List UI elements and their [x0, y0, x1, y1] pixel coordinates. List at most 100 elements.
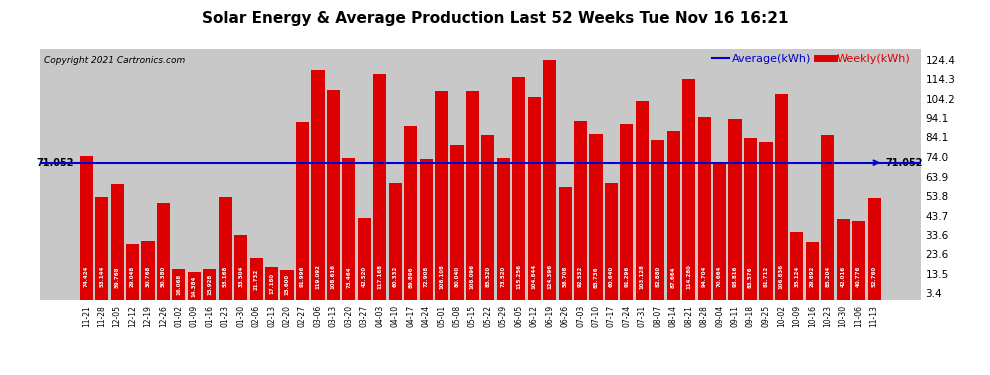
Bar — [234, 235, 248, 300]
Text: 85.204: 85.204 — [826, 266, 831, 287]
Bar — [188, 272, 201, 300]
Text: 60.332: 60.332 — [393, 266, 398, 287]
Text: 108.108: 108.108 — [439, 264, 445, 289]
Text: 85.520: 85.520 — [485, 266, 490, 287]
Text: 91.996: 91.996 — [300, 266, 305, 288]
Bar — [142, 240, 154, 300]
Text: 60.640: 60.640 — [609, 266, 614, 287]
Text: 71.052: 71.052 — [885, 158, 923, 168]
Text: 114.280: 114.280 — [686, 264, 691, 289]
Bar — [544, 60, 556, 300]
Bar — [219, 197, 232, 300]
Text: 83.576: 83.576 — [748, 266, 753, 288]
Text: 82.880: 82.880 — [655, 266, 660, 287]
Bar — [775, 93, 788, 300]
Bar — [265, 267, 278, 300]
Bar — [852, 221, 865, 300]
Text: 103.128: 103.128 — [640, 264, 644, 289]
Bar — [621, 123, 634, 300]
Text: 115.256: 115.256 — [516, 264, 522, 289]
Text: 29.892: 29.892 — [810, 266, 815, 287]
Bar — [450, 145, 463, 300]
Bar — [528, 98, 541, 300]
Bar — [821, 135, 835, 300]
Text: 108.616: 108.616 — [331, 264, 336, 289]
Text: 74.424: 74.424 — [84, 266, 89, 288]
Bar — [574, 121, 587, 300]
Bar — [296, 122, 309, 300]
Text: 30.768: 30.768 — [146, 266, 150, 288]
Text: 40.776: 40.776 — [856, 266, 861, 288]
Text: 15.928: 15.928 — [207, 274, 212, 295]
Text: 71.052: 71.052 — [37, 158, 74, 168]
Text: Copyright 2021 Cartronics.com: Copyright 2021 Cartronics.com — [44, 56, 185, 65]
Text: 81.712: 81.712 — [763, 266, 768, 287]
Bar — [512, 77, 526, 300]
Text: 14.384: 14.384 — [192, 275, 197, 297]
Bar — [280, 270, 294, 300]
Text: 73.464: 73.464 — [346, 266, 351, 288]
Bar — [589, 134, 603, 300]
Bar — [203, 269, 217, 300]
Bar — [172, 269, 185, 300]
Text: 15.600: 15.600 — [284, 274, 289, 296]
Text: 124.396: 124.396 — [547, 264, 552, 290]
Bar — [729, 118, 742, 300]
Text: 92.532: 92.532 — [578, 266, 583, 287]
Text: 106.836: 106.836 — [779, 264, 784, 290]
Bar — [312, 70, 325, 300]
Bar — [605, 183, 618, 300]
Bar — [126, 244, 140, 300]
Text: 104.844: 104.844 — [532, 264, 537, 290]
Bar — [636, 100, 648, 300]
Text: 17.180: 17.180 — [269, 273, 274, 294]
Bar — [404, 126, 417, 300]
Text: 89.896: 89.896 — [408, 266, 413, 288]
Text: 29.048: 29.048 — [130, 266, 135, 287]
Bar — [79, 156, 93, 300]
Text: 16.068: 16.068 — [176, 274, 181, 295]
Text: 35.124: 35.124 — [794, 266, 799, 287]
Text: 53.168: 53.168 — [223, 266, 228, 288]
Text: 42.016: 42.016 — [841, 266, 845, 287]
Text: 42.520: 42.520 — [361, 266, 366, 287]
Text: 94.704: 94.704 — [702, 266, 707, 288]
Text: 108.096: 108.096 — [470, 264, 475, 289]
Bar — [497, 158, 510, 300]
Text: 73.520: 73.520 — [501, 266, 506, 287]
Text: 50.380: 50.380 — [161, 266, 166, 287]
Bar — [466, 91, 479, 300]
Bar — [806, 242, 819, 300]
Bar — [481, 135, 494, 300]
Bar — [743, 138, 757, 300]
Bar — [111, 184, 124, 300]
Bar — [156, 202, 170, 300]
Text: 52.760: 52.760 — [871, 266, 876, 287]
Text: 70.664: 70.664 — [717, 266, 722, 288]
Bar — [435, 91, 448, 300]
Bar — [420, 159, 433, 300]
Text: 119.092: 119.092 — [316, 264, 321, 289]
Bar — [327, 90, 340, 300]
Bar — [95, 197, 108, 300]
Bar — [790, 232, 804, 300]
Bar — [759, 142, 772, 300]
Bar — [698, 117, 711, 300]
Bar — [682, 79, 695, 300]
Bar — [666, 130, 680, 300]
Bar — [713, 164, 727, 300]
Text: Solar Energy & Average Production Last 52 Weeks Tue Nov 16 16:21: Solar Energy & Average Production Last 5… — [202, 11, 788, 26]
Legend: Average(kWh), Weekly(kWh): Average(kWh), Weekly(kWh) — [712, 54, 911, 64]
Text: 58.708: 58.708 — [562, 266, 567, 288]
Text: 72.908: 72.908 — [424, 266, 429, 287]
Bar — [343, 158, 355, 300]
Text: 80.040: 80.040 — [454, 266, 459, 287]
Bar — [249, 258, 262, 300]
Text: 33.504: 33.504 — [239, 266, 244, 288]
Bar — [357, 218, 371, 300]
Bar — [651, 140, 664, 300]
Bar — [867, 198, 881, 300]
Text: 91.296: 91.296 — [625, 266, 630, 287]
Text: 93.816: 93.816 — [733, 266, 738, 288]
Text: 117.168: 117.168 — [377, 264, 382, 289]
